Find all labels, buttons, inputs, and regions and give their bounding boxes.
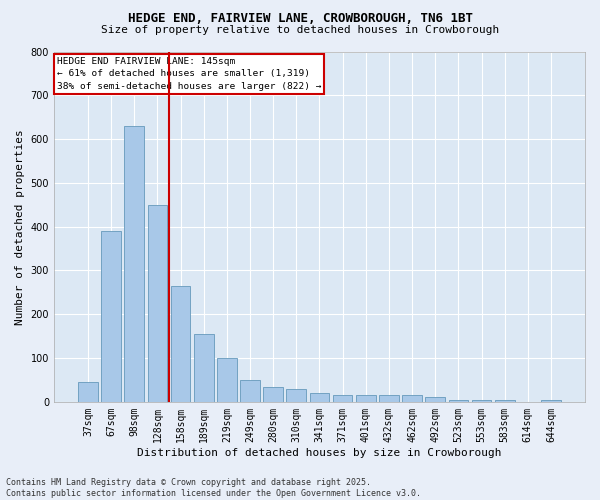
Bar: [541, 400, 561, 402]
Bar: [425, 398, 445, 402]
Bar: [148, 205, 167, 402]
Bar: [101, 231, 121, 402]
Bar: [379, 396, 399, 402]
Bar: [263, 386, 283, 402]
Bar: [495, 400, 515, 402]
Bar: [449, 400, 468, 402]
Bar: [240, 380, 260, 402]
Bar: [333, 396, 352, 402]
Bar: [356, 396, 376, 402]
Bar: [286, 388, 306, 402]
Y-axis label: Number of detached properties: Number of detached properties: [15, 129, 25, 324]
Bar: [170, 286, 190, 402]
Bar: [194, 334, 214, 402]
X-axis label: Distribution of detached houses by size in Crowborough: Distribution of detached houses by size …: [137, 448, 502, 458]
Bar: [217, 358, 236, 402]
Text: Contains HM Land Registry data © Crown copyright and database right 2025.
Contai: Contains HM Land Registry data © Crown c…: [6, 478, 421, 498]
Bar: [402, 396, 422, 402]
Text: HEDGE END, FAIRVIEW LANE, CROWBOROUGH, TN6 1BT: HEDGE END, FAIRVIEW LANE, CROWBOROUGH, T…: [128, 12, 473, 26]
Text: Size of property relative to detached houses in Crowborough: Size of property relative to detached ho…: [101, 25, 499, 35]
Text: HEDGE END FAIRVIEW LANE: 145sqm
← 61% of detached houses are smaller (1,319)
38%: HEDGE END FAIRVIEW LANE: 145sqm ← 61% of…: [56, 57, 321, 91]
Bar: [124, 126, 144, 402]
Bar: [310, 393, 329, 402]
Bar: [472, 400, 491, 402]
Bar: [78, 382, 98, 402]
